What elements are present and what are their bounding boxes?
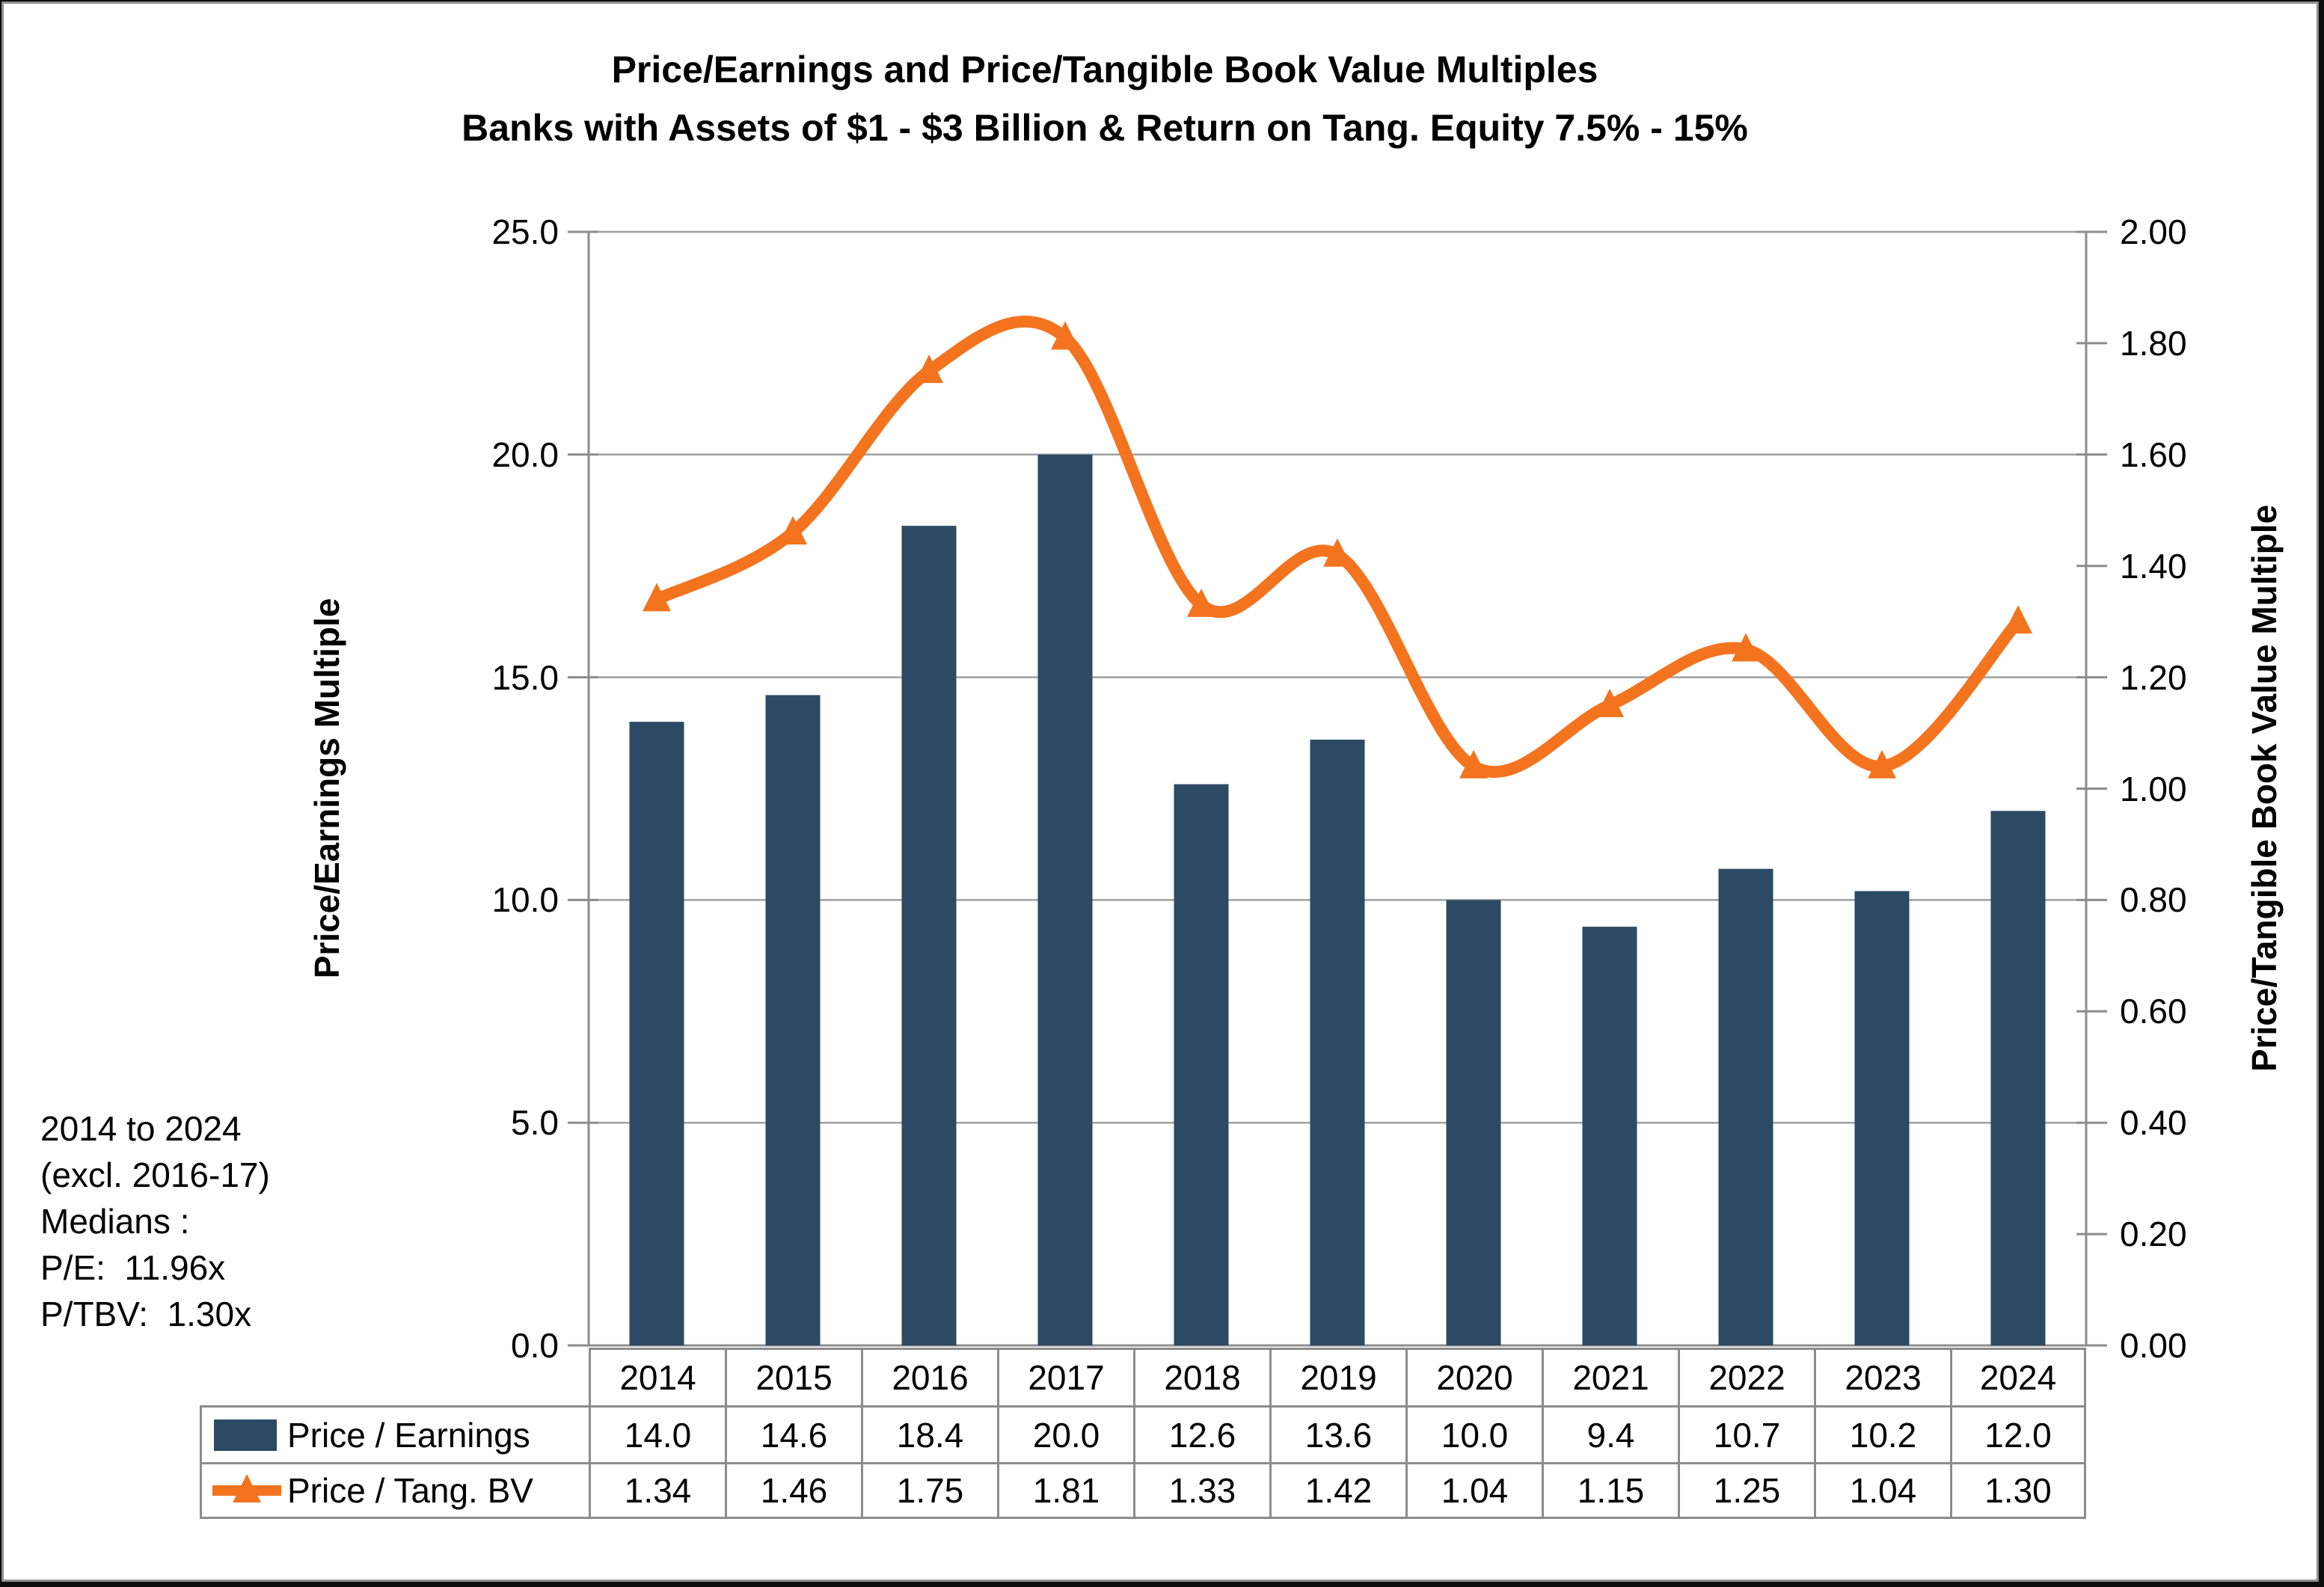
value-cell: 10.7 — [1678, 1405, 1814, 1462]
value-cell: 10.2 — [1814, 1405, 1950, 1462]
left-axis-tick-label: 25.0 — [491, 212, 559, 251]
year-cell: 2022 — [1678, 1348, 1814, 1405]
bar-2017 — [1037, 454, 1093, 1345]
triangle-marker-2019 — [1323, 538, 1352, 567]
value-cell: 10.0 — [1405, 1405, 1542, 1462]
triangle-marker-2023 — [1868, 749, 1896, 779]
bar-2016 — [901, 526, 957, 1346]
bar-2022 — [1718, 868, 1773, 1345]
value-cell: 1.30 — [1950, 1462, 2086, 1519]
value-cell: 1.42 — [1269, 1462, 1405, 1519]
bar-2021 — [1582, 927, 1637, 1345]
right-axis-title: Price/Tangible Book Value Multiple — [2245, 504, 2284, 1072]
bar-2023 — [1854, 891, 1910, 1345]
bar-2019 — [1310, 739, 1365, 1345]
annotation-line: P/TBV: 1.30x — [40, 1295, 252, 1333]
year-cell: 2018 — [1133, 1348, 1269, 1405]
left-axis-tick-label: 15.0 — [491, 657, 559, 697]
triangle-marker-2024 — [2004, 605, 2032, 634]
chart-title-line1: Price/Earnings and Price/Tangible Book V… — [611, 49, 1598, 90]
triangle-marker-2017 — [1051, 321, 1079, 350]
triangle-marker-2020 — [1459, 749, 1488, 779]
legend-cell-price-earnings: Price / Earnings — [200, 1405, 589, 1462]
value-cell: 1.15 — [1542, 1462, 1678, 1519]
legend-cell-price-tang-bv: Price / Tang. BV — [200, 1462, 589, 1519]
legend-label: Price / Earnings — [287, 1415, 530, 1455]
left-axis-tick-label: 20.0 — [491, 435, 559, 474]
chart-title-line2: Banks with Assets of $1 - $3 Billion & R… — [462, 107, 1748, 149]
year-cell: 2024 — [1950, 1348, 2086, 1405]
triangle-marker-2022 — [1732, 633, 1760, 662]
bar-legend-swatch-icon — [214, 1419, 277, 1451]
value-cell: 12.6 — [1133, 1405, 1269, 1462]
value-cell: 9.4 — [1542, 1405, 1678, 1462]
value-cell: 1.81 — [997, 1462, 1133, 1519]
triangle-marker-2014 — [643, 583, 671, 612]
year-cell: 2019 — [1269, 1348, 1405, 1405]
bar-2018 — [1174, 784, 1229, 1345]
value-cell: 1.46 — [725, 1462, 861, 1519]
bar-2024 — [1990, 811, 2046, 1345]
left-axis-title: Price/Earnings Multiple — [307, 598, 346, 979]
annotation-line: P/E: 11.96x — [40, 1248, 226, 1287]
medians-annotation: 2014 to 2024 (excl. 2016-17) Medians : P/E:… — [40, 1105, 270, 1337]
value-cell: 20.0 — [997, 1405, 1133, 1462]
right-axis-tick-label: 2.00 — [2120, 212, 2187, 251]
triangle-marker-2018 — [1187, 588, 1215, 617]
right-axis-tick-label: 0.20 — [2120, 1215, 2187, 1254]
value-cell: 1.04 — [1814, 1462, 1950, 1519]
triangle-marker-2015 — [779, 516, 807, 545]
value-cell: 13.6 — [1269, 1405, 1405, 1462]
left-axis-tick-label: 0.0 — [511, 1326, 559, 1365]
year-cell: 2015 — [725, 1348, 861, 1405]
left-axis-tick-label: 10.0 — [491, 880, 559, 920]
bar-2020 — [1446, 900, 1501, 1345]
right-axis-tick-label: 0.60 — [2120, 992, 2187, 1031]
year-cell: 2021 — [1542, 1348, 1678, 1405]
right-axis-tick-label: 1.00 — [2120, 769, 2187, 808]
right-axis-tick-label: 1.60 — [2120, 435, 2187, 474]
year-cell: 2017 — [997, 1348, 1133, 1405]
value-cell: 14.0 — [589, 1405, 725, 1462]
value-cell: 1.04 — [1405, 1462, 1542, 1519]
annotation-line: 2014 to 2024 — [40, 1109, 242, 1148]
left-axis-tick-label: 5.0 — [511, 1103, 559, 1143]
right-axis-tick-label: 0.40 — [2120, 1103, 2187, 1143]
value-cell: 1.34 — [589, 1462, 725, 1519]
bar-2015 — [765, 695, 821, 1345]
line-legend-swatch-icon — [212, 1474, 281, 1502]
year-cell: 2020 — [1405, 1348, 1542, 1405]
right-axis-tick-label: 1.20 — [2120, 657, 2187, 697]
bar-2014 — [629, 722, 684, 1345]
value-cell: 1.75 — [861, 1462, 997, 1519]
annotation-line: Medians : — [40, 1202, 190, 1241]
triangle-marker-2016 — [915, 354, 943, 384]
legend-label: Price / Tang. BV — [287, 1471, 533, 1510]
value-cell: 1.33 — [1133, 1462, 1269, 1519]
value-cell: 14.6 — [725, 1405, 861, 1462]
right-axis-tick-label: 0.00 — [2120, 1326, 2187, 1365]
year-cell: 2023 — [1814, 1348, 1950, 1405]
value-cell: 12.0 — [1950, 1405, 2086, 1462]
value-cell: 18.4 — [861, 1405, 997, 1462]
right-axis-tick-label: 1.40 — [2120, 546, 2187, 586]
right-axis-tick-label: 0.80 — [2120, 880, 2187, 920]
right-axis-tick-label: 1.80 — [2120, 323, 2187, 363]
value-cell: 1.25 — [1678, 1462, 1814, 1519]
year-cell: 2014 — [589, 1348, 725, 1405]
year-cell: 2016 — [861, 1348, 997, 1405]
annotation-line: (excl. 2016-17) — [40, 1155, 270, 1194]
triangle-marker-2021 — [1595, 688, 1624, 717]
chart-title: Price/Earnings and Price/Tangible Book V… — [1, 40, 2208, 157]
